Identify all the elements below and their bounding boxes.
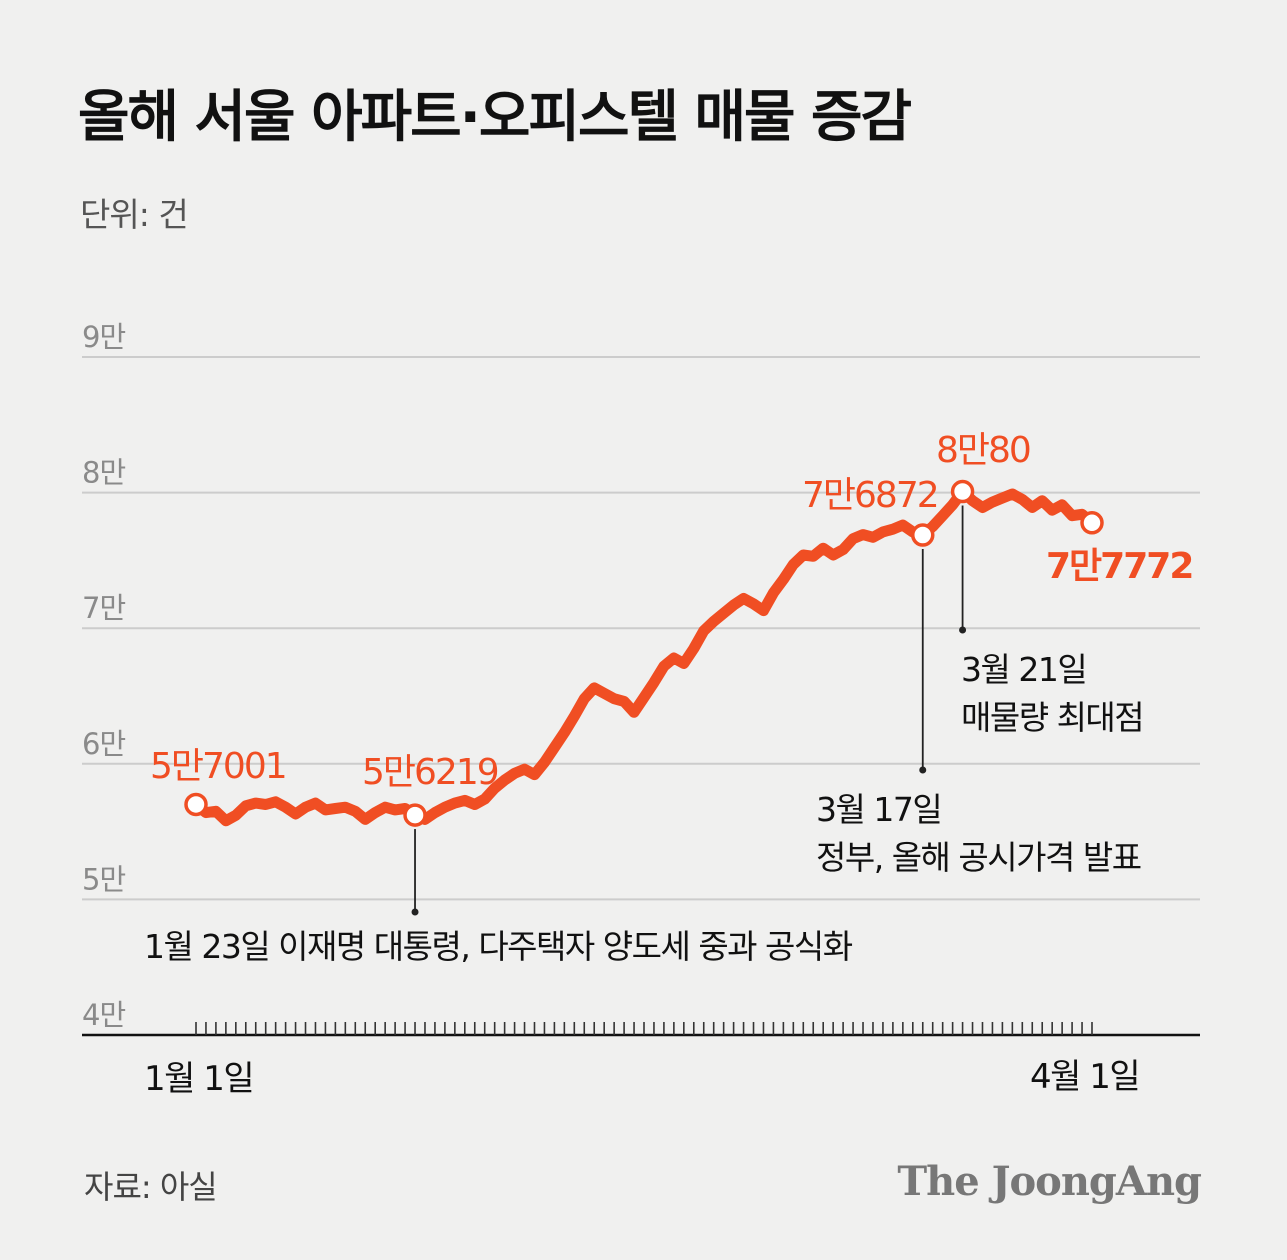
event-leader-dot <box>959 626 967 634</box>
event-label: 1월 23일 이재명 대통령, 다주택자 양도세 중과 공식화 <box>144 927 853 966</box>
value-markers <box>184 479 1104 827</box>
value-label: 7만6872 <box>802 475 938 516</box>
value-label: 5만6219 <box>362 752 498 793</box>
event-leader-dot <box>411 908 419 916</box>
publisher-logo: The JoongAng <box>897 1158 1202 1205</box>
value-marker <box>184 792 208 817</box>
series-path <box>190 486 1098 827</box>
event-label: 3월 21일 <box>961 650 1086 689</box>
y-tick-labels: 4만 5만 6만 7만 8만 9만 <box>82 320 126 1032</box>
event-label: 3월 17일 <box>816 790 941 829</box>
x-axis: 1월 1일 4월 1일 <box>82 1022 1200 1099</box>
value-marker <box>950 479 975 504</box>
value-marker <box>1080 511 1104 535</box>
value-label: 8만80 <box>936 430 1030 471</box>
value-marker <box>911 523 935 547</box>
y-tick-label: 5만 <box>82 862 125 896</box>
y-tick-label: 9만 <box>82 320 125 354</box>
x-tick-label-start: 1월 1일 <box>144 1059 253 1099</box>
x-tick-label-end: 4월 1일 <box>1030 1057 1139 1097</box>
value-label: 5만7001 <box>150 746 286 787</box>
event-annotations: 1월 23일 이재명 대통령, 다주택자 양도세 중과 공식화 3월 17일정부,… <box>144 505 1145 966</box>
gridlines <box>82 356 1200 901</box>
event-leader-dot <box>919 766 927 774</box>
series-line <box>190 486 1098 827</box>
unit-label: 단위: 건 <box>80 195 189 234</box>
y-tick-label: 6만 <box>82 727 125 761</box>
event-label: 매물량 최대점 <box>961 698 1143 737</box>
value-label: 7만7772 <box>1046 546 1192 587</box>
y-tick-label: 8만 <box>82 456 125 490</box>
y-tick-label: 7만 <box>82 591 125 625</box>
source-label: 자료: 아실 <box>84 1168 218 1206</box>
chart-title: 올해 서울 아파트·오피스텔 매물 증감 <box>78 85 912 150</box>
event-label: 정부, 올해 공시가격 발표 <box>816 838 1141 877</box>
y-tick-label: 4만 <box>82 998 125 1032</box>
value-marker <box>403 803 427 827</box>
